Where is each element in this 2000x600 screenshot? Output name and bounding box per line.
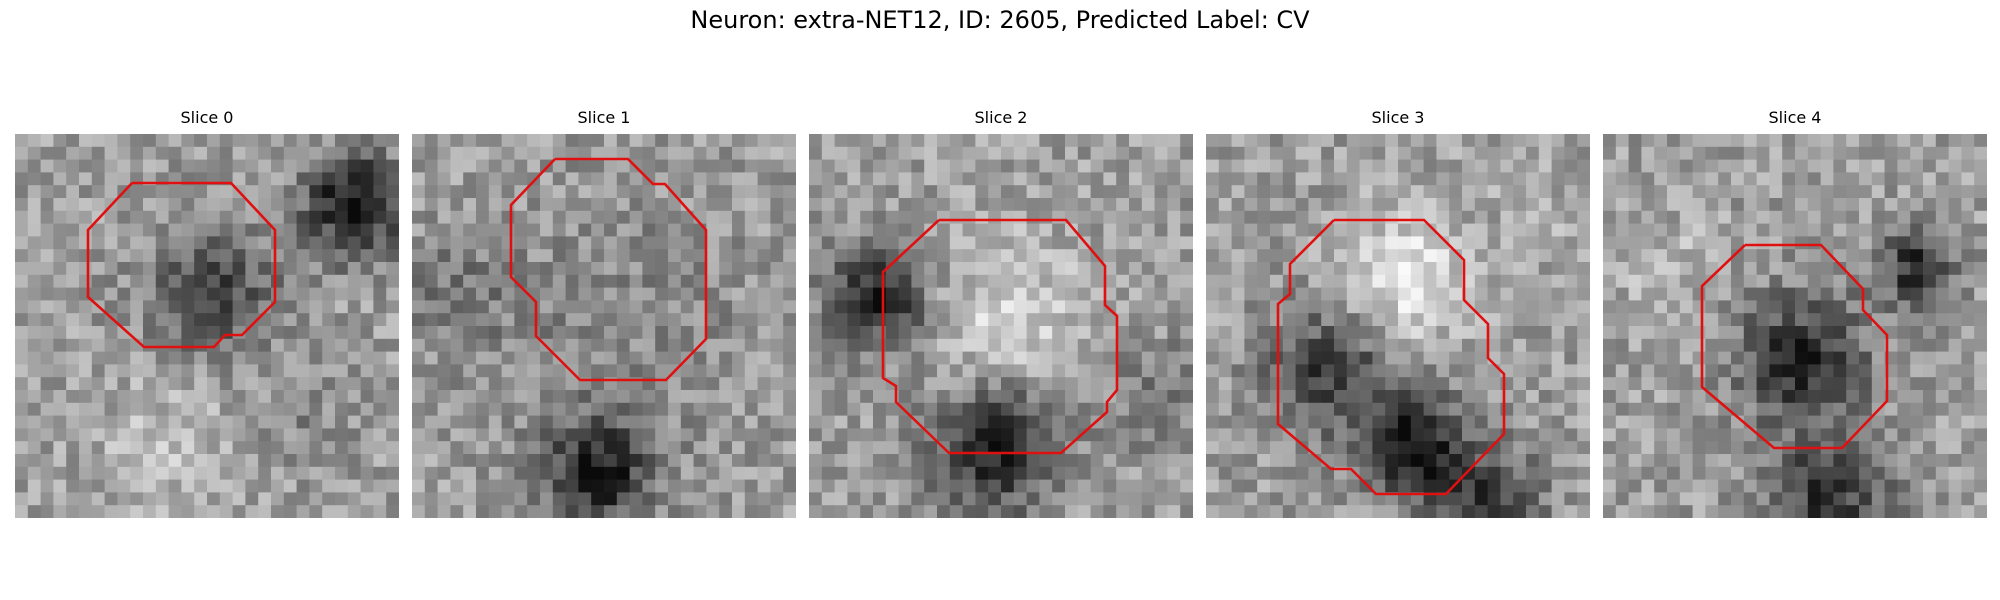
slice-panel: Slice 2: [809, 108, 1193, 518]
slice-image: [1206, 134, 1590, 518]
roi-contour: [509, 157, 708, 382]
slice-panel: Slice 0: [15, 108, 399, 518]
slice-image: [15, 134, 399, 518]
slice-panel: Slice 3: [1206, 108, 1590, 518]
figure-title: Neuron: extra-NET12, ID: 2605, Predicted…: [690, 6, 1310, 34]
slice-panel: Slice 4: [1603, 108, 1987, 518]
slice-title: Slice 1: [577, 108, 631, 127]
slice-image: [1603, 134, 1987, 518]
slice-image: [412, 134, 796, 518]
roi-contour: [1276, 218, 1506, 496]
slice-title: Slice 0: [180, 108, 234, 127]
slice-title: Slice 4: [1768, 108, 1822, 127]
roi-contour: [881, 218, 1119, 455]
slice-image: [809, 134, 1193, 518]
roi-contour: [1700, 243, 1889, 450]
roi-contour: [86, 181, 277, 349]
slice-panel: Slice 1: [412, 108, 796, 518]
slice-title: Slice 2: [974, 108, 1028, 127]
slice-title: Slice 3: [1371, 108, 1425, 127]
